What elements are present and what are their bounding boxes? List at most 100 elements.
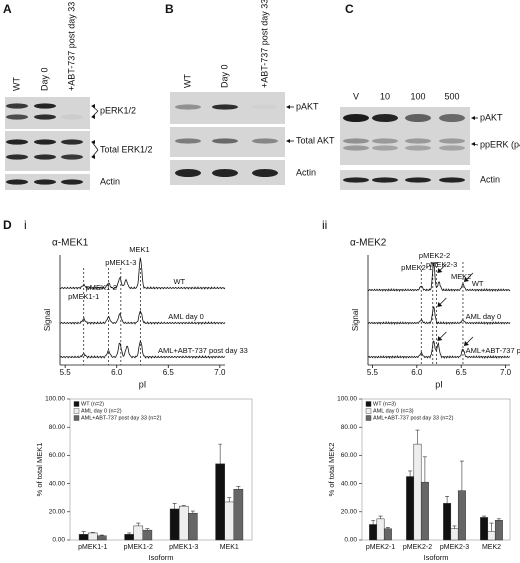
x-axis-label: pI xyxy=(139,379,147,389)
x-axis-label: Isoform xyxy=(148,553,173,562)
bar xyxy=(97,535,107,541)
error-bar xyxy=(218,443,223,464)
blot-band xyxy=(175,104,201,110)
blot-band xyxy=(212,104,238,110)
arrow-head xyxy=(471,142,475,146)
bar xyxy=(487,531,496,541)
bar xyxy=(406,476,415,541)
y-axis-label: % of total MEK1 xyxy=(35,443,44,497)
x-tick-label: pMEK1-3 xyxy=(169,544,198,551)
y-tick-label: 20.00 xyxy=(49,509,66,516)
blot-strip xyxy=(5,131,90,171)
bar xyxy=(233,488,244,541)
arrow xyxy=(91,141,99,151)
blot-band xyxy=(405,177,431,183)
blot-band xyxy=(343,114,369,122)
x-tick-label: pMEK1-2 xyxy=(124,544,153,551)
blot-band xyxy=(439,138,465,144)
trace xyxy=(367,305,511,326)
arrow-head xyxy=(286,139,290,143)
lane-label: WT xyxy=(11,77,21,91)
bar xyxy=(215,463,225,541)
blot-band xyxy=(34,179,56,185)
peak-label: pMEK2-3 xyxy=(426,260,457,269)
lane-label: WT xyxy=(182,74,192,88)
error-bar xyxy=(378,515,383,519)
error-bar xyxy=(385,527,390,529)
lane-label: Day 0 xyxy=(219,64,229,88)
bar xyxy=(169,508,180,541)
legend-label: WT (n=2) xyxy=(81,401,104,407)
x-tick-label: MEK1 xyxy=(220,544,239,551)
blot-band xyxy=(252,138,278,144)
trace-label: AML day 0 xyxy=(168,312,204,321)
legend-swatch xyxy=(73,415,80,421)
arrow-head xyxy=(437,336,443,341)
x-tick-label: 6.0 xyxy=(411,368,423,377)
lane-label: +ABT-737 post day 33 xyxy=(66,2,76,91)
legend-label: WT (n=3) xyxy=(373,401,396,407)
bar xyxy=(224,501,235,541)
bar xyxy=(413,443,422,541)
x-tick-label: 6.5 xyxy=(163,368,175,377)
trace xyxy=(367,340,511,360)
arrow-head xyxy=(437,302,443,307)
legend-label: AML+ABT-737 post day 33 (n=2) xyxy=(81,415,162,421)
x-tick-label: pMEK2-1 xyxy=(366,544,395,551)
blot-band xyxy=(61,154,83,160)
y-tick-label: 80.00 xyxy=(49,424,66,431)
blot-band xyxy=(6,179,28,185)
band-label: Total ERK1/2 xyxy=(100,144,153,154)
lane-label: 100 xyxy=(410,91,425,101)
blot-band xyxy=(343,138,369,144)
blot-band xyxy=(34,139,56,145)
plot-area xyxy=(361,398,511,541)
blot-band xyxy=(439,114,465,122)
error-bar xyxy=(489,522,494,532)
band-label: ppERK (p42/p44) xyxy=(480,139,520,149)
subpanel-label: ii xyxy=(322,218,327,232)
bar xyxy=(457,490,466,541)
band-label: Actin xyxy=(296,167,316,177)
error-bar xyxy=(136,522,141,526)
blot-band xyxy=(252,104,278,109)
arrow-head xyxy=(91,140,95,144)
blot-band xyxy=(343,145,369,151)
blot-band xyxy=(405,145,431,151)
trace-label: AML day 0 xyxy=(466,312,502,321)
trace xyxy=(367,262,511,293)
bar xyxy=(188,512,198,541)
error-bar xyxy=(236,486,241,490)
y-tick-label: 0.00 xyxy=(344,537,357,544)
error-bar xyxy=(90,531,95,533)
arrow-head xyxy=(437,268,443,273)
y-tick-label: 60.00 xyxy=(341,452,358,459)
blot-band xyxy=(61,139,83,145)
blot-band xyxy=(175,169,201,177)
blot-band xyxy=(212,138,238,144)
blot-band xyxy=(61,114,83,120)
bar xyxy=(450,528,459,541)
lane-label: 500 xyxy=(444,91,459,101)
x-tick-label: 7.0 xyxy=(214,368,226,377)
lane-label: 10 xyxy=(380,91,390,101)
blot-band xyxy=(439,177,465,183)
blot-band xyxy=(372,145,398,151)
bar xyxy=(124,534,134,541)
error-bar xyxy=(452,525,457,529)
arrow-head xyxy=(471,116,475,120)
legend-swatch xyxy=(365,408,372,414)
error-bar xyxy=(145,528,150,531)
arrow-head xyxy=(463,277,469,282)
arrow-head xyxy=(91,104,95,108)
error-bar xyxy=(422,456,427,483)
bar xyxy=(78,534,89,541)
arrow xyxy=(91,149,99,158)
blot-band xyxy=(6,154,28,160)
x-tick-label: pMEK1-1 xyxy=(78,544,107,551)
blot-band xyxy=(405,114,431,122)
bar xyxy=(133,525,144,541)
legend-swatch xyxy=(365,415,372,421)
plot-area xyxy=(69,398,253,541)
